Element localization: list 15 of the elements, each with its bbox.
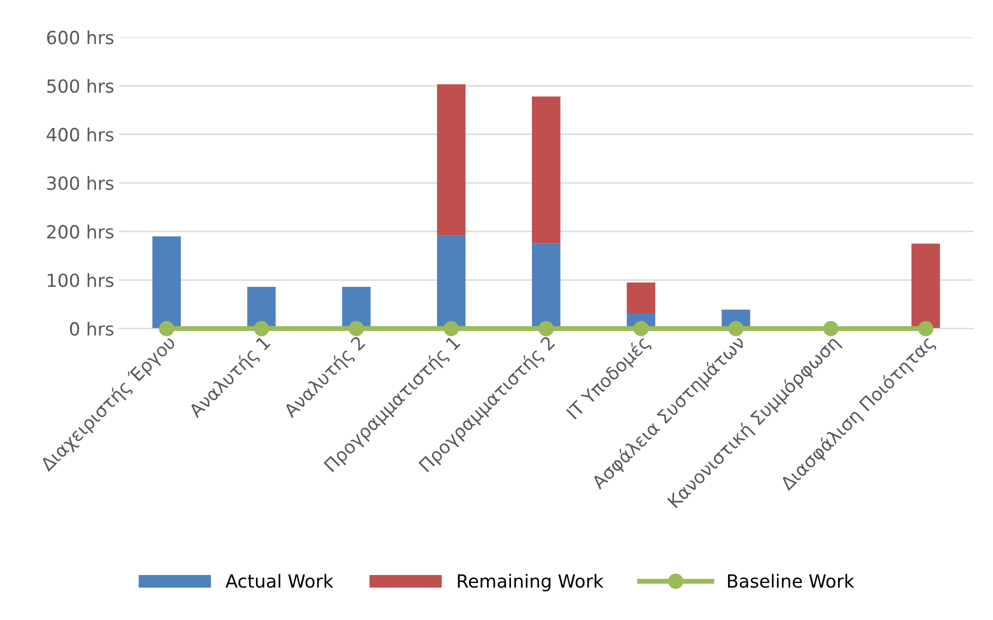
y-tick-label: 0 hrs bbox=[70, 322, 114, 336]
legend-label: Remaining Work bbox=[458, 574, 604, 592]
bar bbox=[626, 282, 656, 314]
legend-label: Baseline Work bbox=[728, 574, 854, 588]
y-tick-label: 100 hrs bbox=[48, 273, 114, 288]
y-tick-label: 400 hrs bbox=[46, 127, 114, 142]
y-tick-label: 500 hrs bbox=[47, 78, 114, 93]
y-tick-label: 600 hrs bbox=[47, 30, 114, 44]
bar bbox=[437, 84, 466, 236]
legend-label: Actual Work bbox=[226, 574, 334, 588]
bar bbox=[532, 96, 560, 244]
y-tick-label: 300 hrs bbox=[47, 176, 114, 190]
bar bbox=[152, 236, 181, 329]
bar bbox=[911, 244, 940, 329]
y-tick-label: 200 hrs bbox=[47, 224, 114, 239]
